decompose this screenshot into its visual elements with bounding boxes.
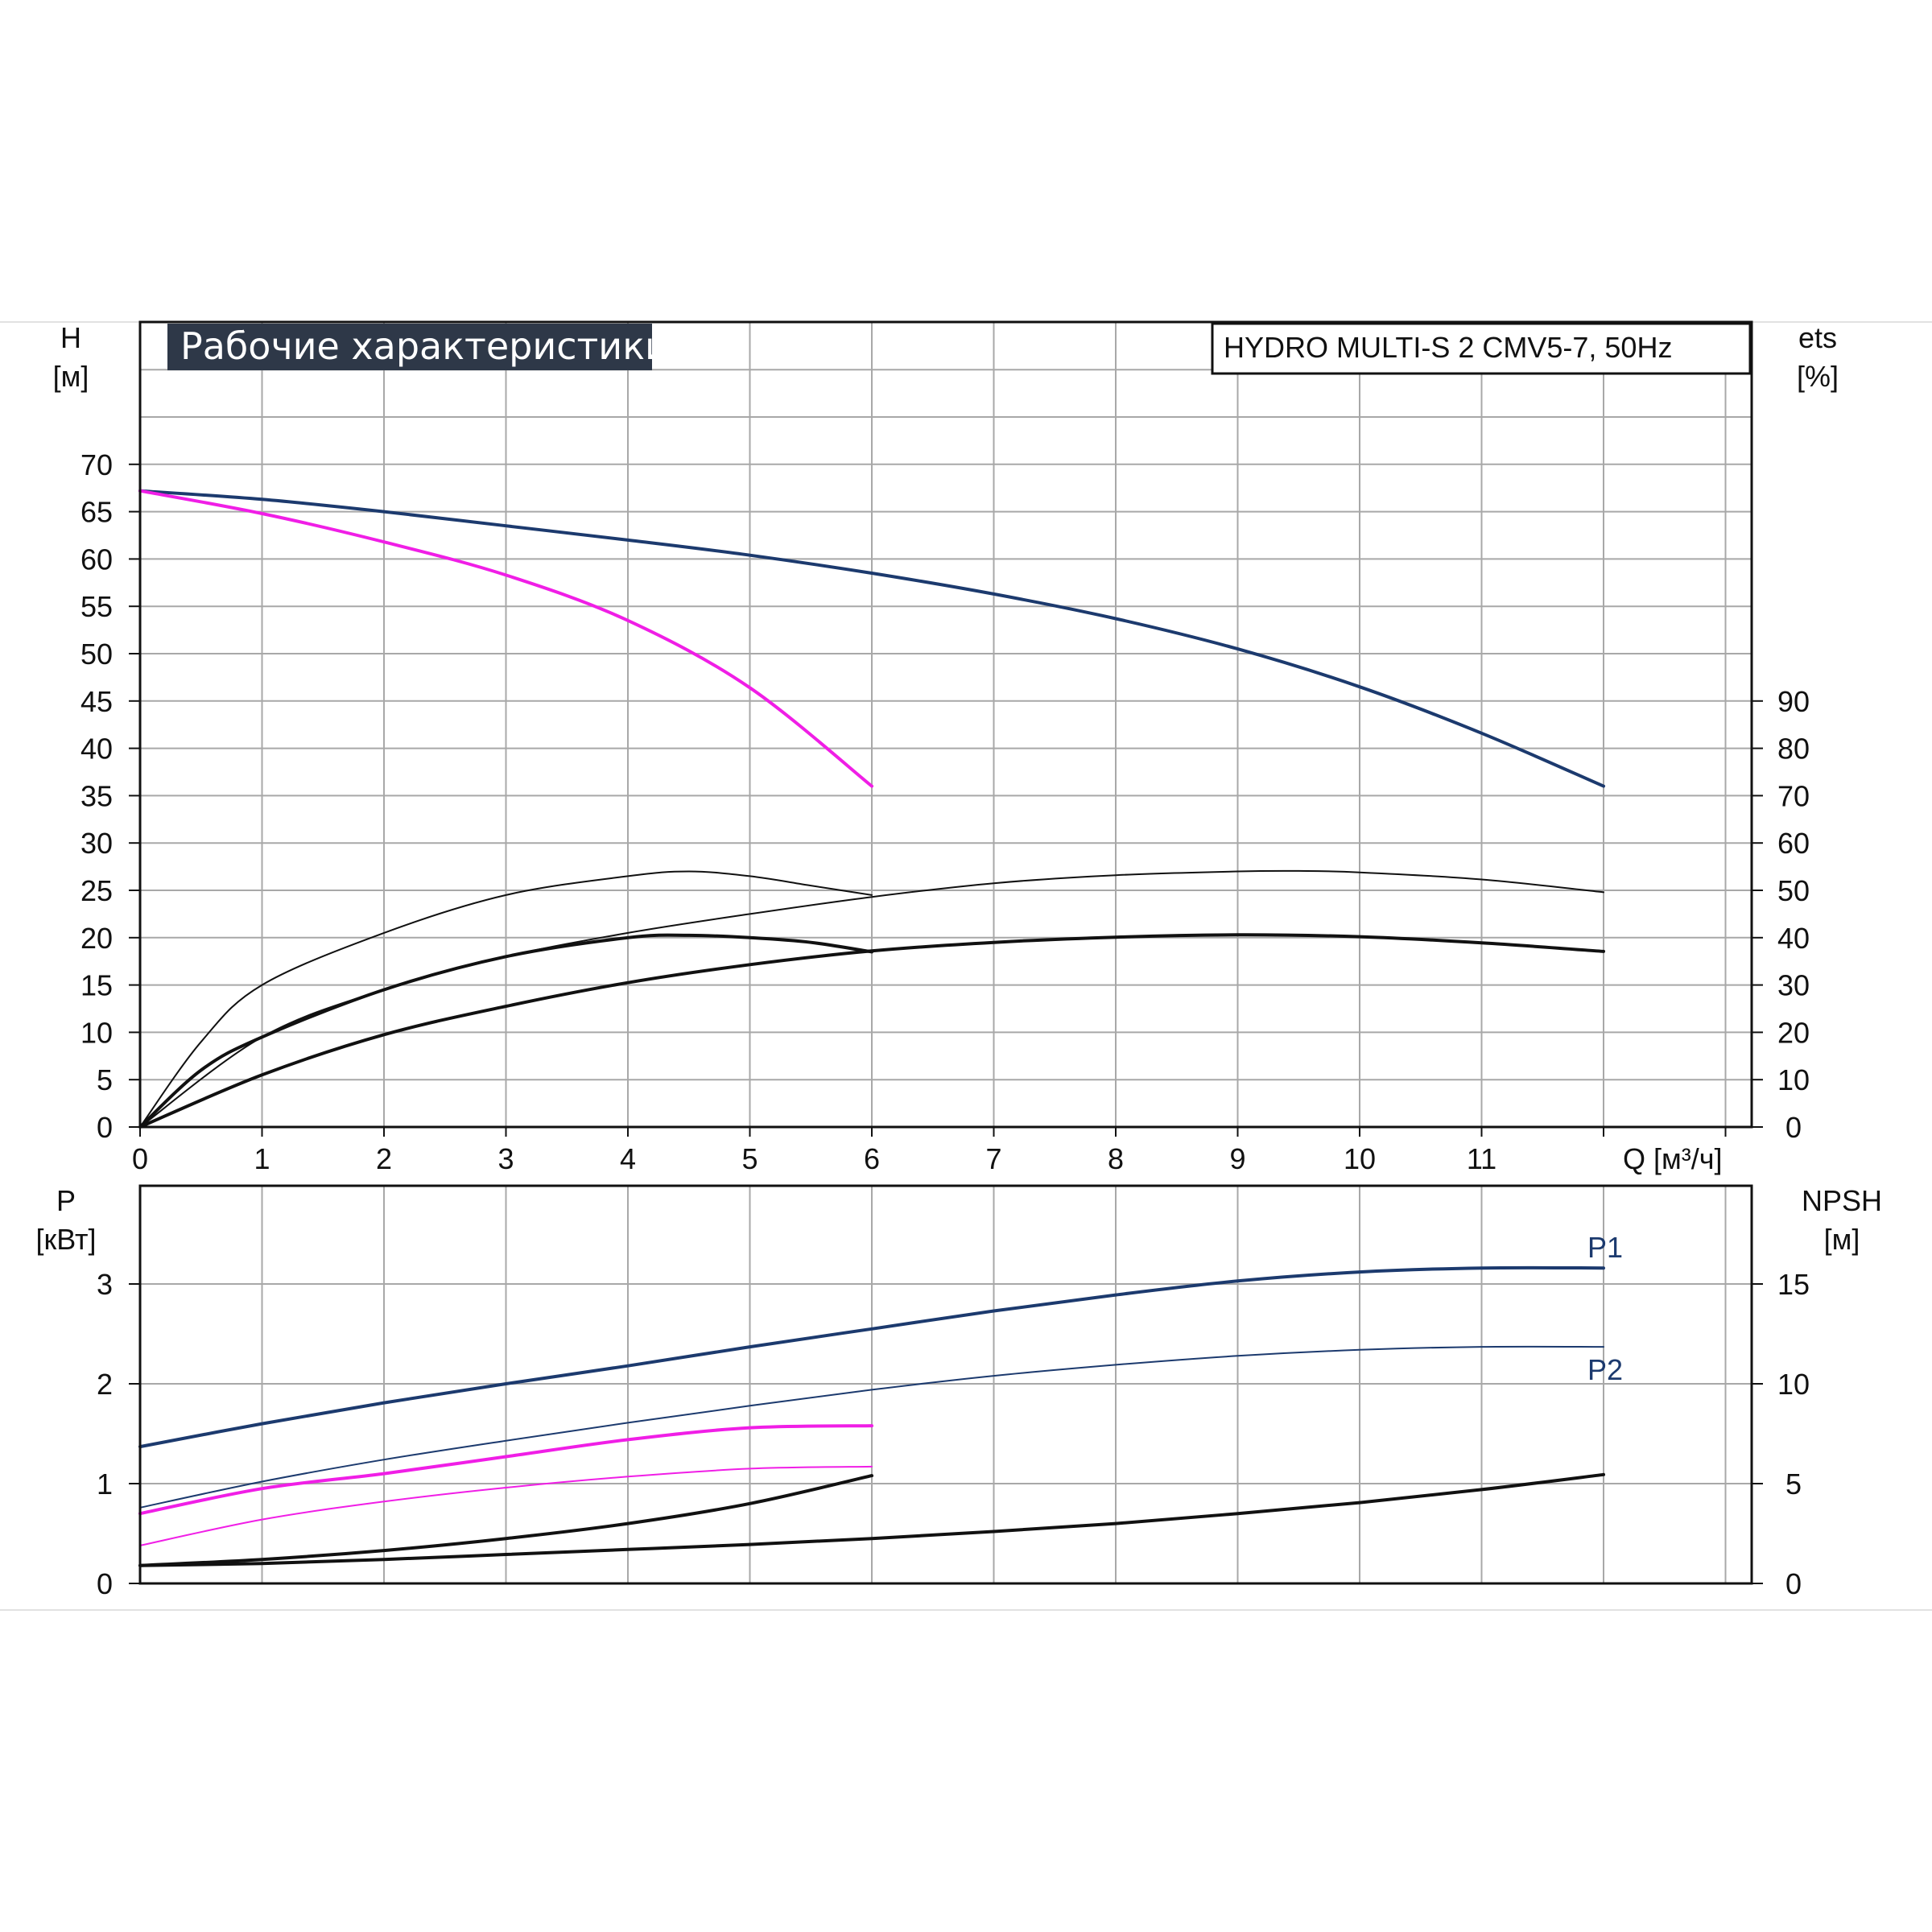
x-tick-label: 2	[376, 1142, 392, 1175]
y-right-label-unit: [%]	[1797, 360, 1839, 393]
power-panel-series-line-4	[138, 1474, 873, 1567]
y-right-tick-label: 80	[1777, 733, 1810, 766]
head-panel-series-line-2	[139, 870, 873, 1128]
power-panel-series-line-1	[139, 1345, 1604, 1509]
y-left-tick-label: 5	[97, 1063, 113, 1096]
y-left-tick-label: 55	[80, 590, 113, 623]
y-right-tick-label: 50	[1777, 874, 1810, 907]
x-tick-label: 8	[1108, 1142, 1124, 1175]
y-right-tick-label: 0	[1785, 1111, 1802, 1144]
y-left-tick-label: 0	[97, 1111, 113, 1144]
power-tick-label: 3	[97, 1268, 113, 1301]
y-right-tick-label: 90	[1777, 685, 1810, 718]
power-axis-label-symbol: P	[56, 1184, 76, 1217]
power-panel-frame	[138, 1184, 1753, 1585]
npsh-axis-label-symbol: NPSH	[1802, 1184, 1882, 1217]
y-right-tick-label: 20	[1777, 1016, 1810, 1049]
y-left-tick-label: 70	[80, 448, 113, 481]
npsh-tick-label: 0	[1785, 1567, 1802, 1600]
x-axis-label: Q [м³/ч]	[1623, 1142, 1723, 1175]
y-left-label-unit: [м]	[53, 360, 89, 393]
power-axis-label-unit: [кВт]	[35, 1223, 96, 1256]
head-panel-series-line-4	[139, 869, 1604, 1128]
y-right-label-symbol: ets	[1798, 321, 1837, 354]
series-label-p1: P1	[1587, 1231, 1623, 1264]
y-left-tick-label: 15	[80, 969, 113, 1002]
power-panel-series-line-0	[138, 1265, 1605, 1449]
npsh-tick-label: 15	[1777, 1268, 1810, 1301]
x-tick-label: 0	[132, 1142, 148, 1175]
power-panel-series-line-3	[139, 1465, 873, 1546]
model-label: HYDRO MULTI-S 2 CMV5-7, 50Hz	[1224, 331, 1672, 364]
power-tick-label: 0	[97, 1567, 113, 1600]
y-left-tick-label: 60	[80, 543, 113, 576]
x-tick-label: 9	[1229, 1142, 1245, 1175]
npsh-tick-label: 5	[1785, 1468, 1802, 1501]
x-tick-label: 3	[497, 1142, 514, 1175]
x-tick-label: 6	[864, 1142, 880, 1175]
head-panel-series-line-0	[138, 489, 1605, 788]
model-box	[1211, 322, 1752, 375]
y-left-tick-label: 45	[80, 685, 113, 718]
x-tick-label: 10	[1344, 1142, 1376, 1175]
y-left-tick-label: 35	[80, 779, 113, 812]
x-tick-label: 1	[254, 1142, 270, 1175]
y-left-tick-label: 10	[80, 1016, 113, 1049]
head-panel-frame	[138, 320, 1753, 1129]
power-panel-series-line-2	[138, 1424, 873, 1516]
power-panel-series-line-5	[138, 1472, 1605, 1567]
head-panel-series-line-1	[138, 489, 873, 788]
y-left-label-symbol: H	[60, 321, 81, 354]
y-right-tick-label: 10	[1777, 1063, 1810, 1096]
x-tick-label: 11	[1467, 1142, 1496, 1175]
x-tick-label: 5	[741, 1142, 758, 1175]
y-left-tick-label: 25	[80, 874, 113, 907]
chart-title: Рабочие характеристики	[180, 324, 669, 368]
head-panel-series-line-5	[138, 933, 1605, 1129]
title-box	[167, 324, 652, 370]
y-right-tick-label: 70	[1777, 779, 1810, 812]
y-left-tick-label: 30	[80, 827, 113, 860]
npsh-tick-label: 10	[1777, 1368, 1810, 1401]
power-panel-grid	[140, 1186, 1752, 1583]
y-right-tick-label: 40	[1777, 922, 1810, 955]
y-right-tick-label: 60	[1777, 827, 1810, 860]
head-panel-grid	[140, 322, 1752, 1127]
x-tick-label: 4	[620, 1142, 636, 1175]
power-tick-label: 2	[97, 1368, 113, 1401]
y-left-tick-label: 65	[80, 496, 113, 529]
npsh-axis-label-unit: [м]	[1824, 1223, 1860, 1256]
power-tick-label: 1	[97, 1468, 113, 1501]
y-left-tick-label: 40	[80, 733, 113, 766]
y-right-tick-label: 30	[1777, 969, 1810, 1002]
x-tick-label: 7	[985, 1142, 1001, 1175]
y-left-tick-label: 50	[80, 638, 113, 671]
curves	[138, 489, 1605, 1567]
tick-labels: 0 1 2 3 4 5 6 7 8 9 10 1105101520253035404550556065…	[80, 448, 1810, 1600]
y-left-tick-label: 20	[80, 922, 113, 955]
series-label-p2: P2	[1587, 1353, 1623, 1386]
